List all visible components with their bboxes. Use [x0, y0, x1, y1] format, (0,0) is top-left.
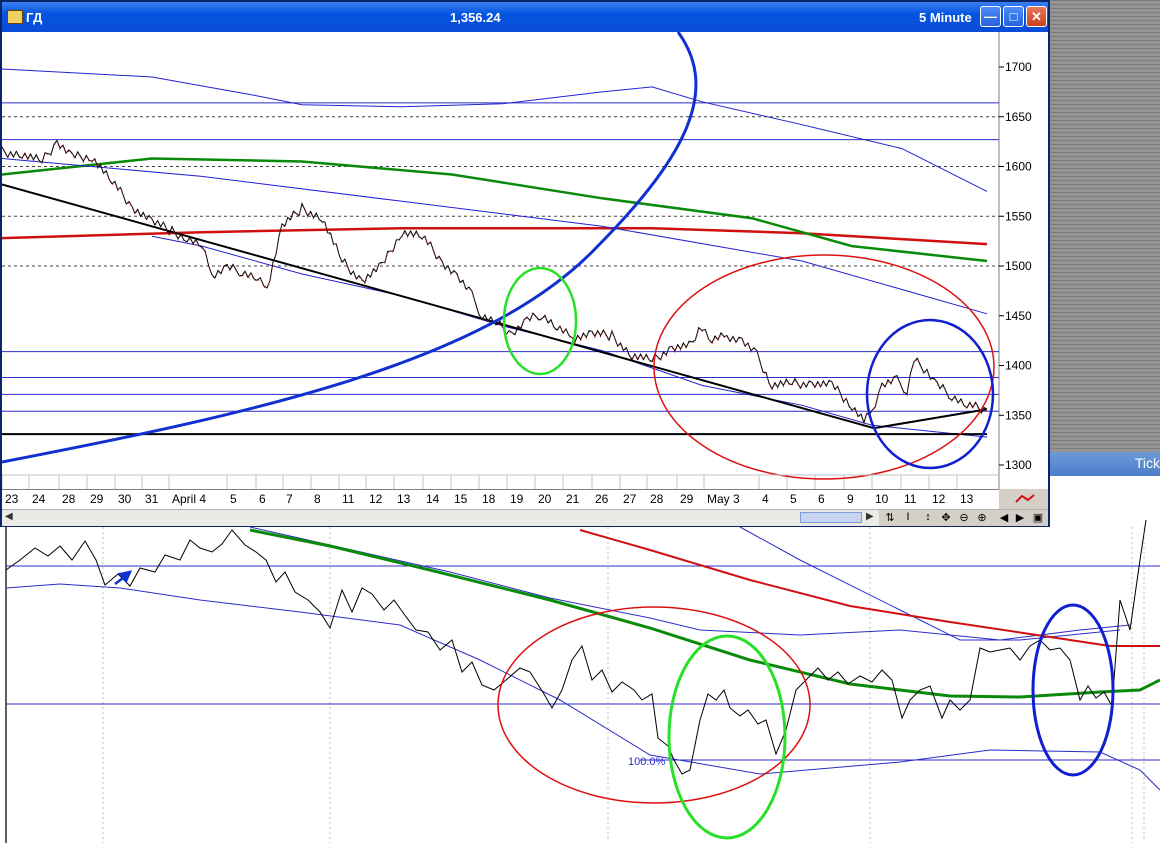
x-tick-label: 14 [426, 492, 440, 506]
y-tick-label: 1550 [1005, 209, 1032, 223]
background-window-texture [1050, 0, 1160, 452]
minimize-icon: — [984, 9, 997, 24]
x-tick-label: 29 [680, 492, 694, 506]
bg-percent-label: 100.0% [628, 756, 666, 768]
bg-upper-band [249, 526, 1131, 641]
chart-toolbar: ⇅ I ↕ ✥ ⊖ ⊕ ◀ ▶ ▣ [879, 509, 1048, 526]
x-tick-label: 10 [875, 492, 889, 506]
x-tick-label: 30 [118, 492, 132, 506]
window-icon[interactable]: ▣ [1032, 512, 1044, 524]
bg-red-ellipse [497, 606, 811, 804]
trendline-0 [2, 183, 875, 430]
x-axis: 23 24 28 29 30 31 April 4 5 6 7 8 11 12 13 14 15 18 19 20 2… [2, 489, 999, 510]
y-tick-label: 1350 [1005, 408, 1032, 422]
bg-price-line [5, 519, 1147, 775]
close-button[interactable]: ✕ [1026, 6, 1047, 27]
x-tick-label: April 4 [172, 492, 207, 506]
cursor-icon[interactable]: I [906, 511, 910, 523]
chart-app-icon[interactable] [7, 10, 23, 24]
bg-red-ma [579, 529, 1160, 647]
parabola-curve [2, 32, 698, 464]
x-tick-label: 8 [314, 492, 321, 506]
bg-lower-band [5, 583, 1160, 791]
close-icon: ✕ [1031, 9, 1042, 24]
y-tick-label: 1450 [1005, 309, 1032, 323]
x-tick-label: 15 [454, 492, 468, 506]
price-chart[interactable]: 1700 1650 1600 1550 1500 1450 1400 1350 1300 [2, 32, 1048, 489]
x-tick-label: 9 [847, 492, 854, 506]
x-tick-label: 6 [259, 492, 266, 506]
blue-ellipse-annotation [865, 318, 995, 470]
x-tick-label: 19 [510, 492, 524, 506]
indicator-series-3 [2, 158, 988, 315]
x-tick-label: 18 [482, 492, 496, 506]
y-axis-area [999, 32, 1048, 489]
x-tick-label: 27 [623, 492, 637, 506]
x-tick-label: 23 [5, 492, 19, 506]
background-window-bar [1050, 452, 1160, 476]
chart-window: ГД 1,356.24 5 Minute — □ ✕ 1700 1650 1600 1… [0, 0, 1050, 527]
title-bar[interactable]: ГД 1,356.24 5 Minute — □ ✕ [2, 2, 1048, 32]
x-tick-label: 5 [790, 492, 797, 506]
trendline-1 [873, 408, 988, 430]
bg-green-ellipse [667, 634, 787, 840]
zoom-in-icon[interactable]: ⊕ [977, 512, 987, 524]
bg-green-ma [249, 528, 1160, 699]
background-window-strip [1050, 476, 1160, 488]
prev-icon[interactable]: ◀ [999, 512, 1009, 524]
y-tick-label: 1300 [1005, 458, 1032, 472]
title-last-price: 1,356.24 [450, 10, 501, 25]
x-tick-label: 6 [818, 492, 825, 506]
green-ellipse-annotation [502, 266, 578, 376]
maximize-icon: □ [1009, 9, 1018, 24]
x-tick-label: 5 [230, 492, 237, 506]
move-icon[interactable]: ✥ [941, 512, 951, 524]
x-tick-label: 4 [762, 492, 769, 506]
next-icon[interactable]: ▶ [1015, 512, 1025, 524]
title-interval: 5 Minute [919, 10, 972, 25]
x-tick-label: May 3 [707, 492, 740, 506]
red-ellipse-annotation [653, 254, 995, 480]
x-tick-label: 21 [566, 492, 580, 506]
x-tick-label: 31 [145, 492, 159, 506]
background-tick-label[interactable]: Tick [1134, 455, 1160, 471]
y-tick-label: 1650 [1005, 110, 1032, 124]
x-tick-label: 13 [397, 492, 411, 506]
indicator-series-2 [2, 68, 988, 192]
title-symbol: ГД [26, 10, 43, 25]
maximize-button[interactable]: □ [1003, 6, 1024, 27]
bg-arrow-icon [114, 570, 133, 585]
x-tick-label: 26 [595, 492, 609, 506]
y-tick-label: 1500 [1005, 259, 1032, 273]
x-tick-label: 11 [904, 492, 917, 506]
bg-mid-band [739, 526, 1121, 641]
x-tick-label: 12 [932, 492, 946, 506]
x-tick-label: 7 [286, 492, 293, 506]
x-tick-label: 12 [369, 492, 383, 506]
scroll-left-icon[interactable]: ◀ [5, 511, 13, 522]
y-tick-label: 1400 [1005, 359, 1032, 373]
y-tick-label: 1600 [1005, 160, 1032, 174]
minimize-button[interactable]: — [980, 6, 1001, 27]
x-tick-label: 13 [960, 492, 974, 506]
scroll-right-icon[interactable]: ▶ [866, 511, 874, 522]
bg-blue-ellipse [1031, 603, 1115, 777]
x-tick-label: 28 [62, 492, 76, 506]
y-tick-label: 1700 [1005, 60, 1032, 74]
x-tick-label: 24 [32, 492, 46, 506]
x-tick-label: 20 [538, 492, 552, 506]
cycle-icon[interactable]: ⇅ [885, 512, 895, 524]
horizontal-scrollbar[interactable]: ◀ ▶ [2, 509, 879, 526]
chart-corner-icon[interactable] [1014, 493, 1038, 505]
x-tick-label: 28 [650, 492, 664, 506]
indicator-series-1 [2, 157, 988, 263]
x-tick-label: 29 [90, 492, 104, 506]
vertical-resize-icon[interactable]: ↕ [925, 511, 931, 523]
x-tick-label: 11 [342, 492, 355, 506]
zoom-out-icon[interactable]: ⊖ [959, 512, 969, 524]
scroll-thumb[interactable] [800, 512, 862, 523]
plot-area [2, 32, 999, 489]
